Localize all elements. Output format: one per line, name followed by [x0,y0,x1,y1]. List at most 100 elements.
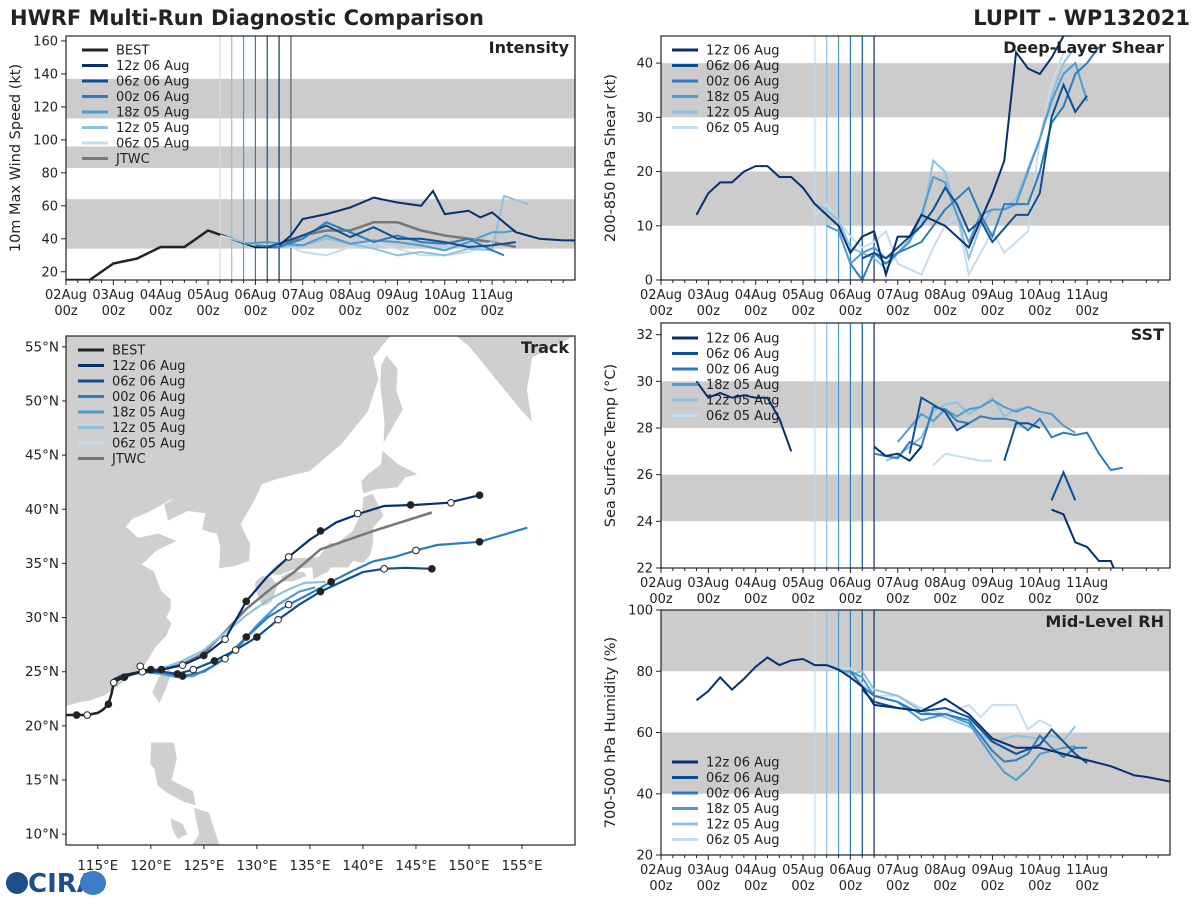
shear-xtick-date: 08Aug [924,288,966,303]
shear-xtick-date: 11Aug [1066,288,1108,303]
track-position-marker [253,633,261,641]
sst-xtick-hour: 00z [886,592,910,607]
intensity-xtick-hour: 00z [386,304,410,319]
rh-legend-label: 06z 05 Aug [706,833,780,848]
rh-xtick-date: 03Aug [687,863,729,878]
sst-xtick-date: 10Aug [1019,576,1061,591]
intensity-legend-label: 06z 05 Aug [116,137,190,152]
track-position-marker [475,537,484,546]
intensity-legend-label: BEST [116,44,149,59]
best-position-marker [83,711,92,719]
cira-logo: CIRA [6,869,106,899]
intensity-series-line [243,229,516,252]
track-plot-area [66,336,575,845]
sst-xtick-date: 06Aug [829,576,871,591]
intensity-jtwc-line [278,221,517,249]
intensity-xtick-date: 05Aug [187,288,229,303]
shear-xtick-hour: 00z [839,304,863,319]
shear-series-line [814,51,1065,278]
track-legend-label: 00z 06 Aug [112,390,186,405]
intensity-xtick-hour: 00z [244,304,268,319]
intensity-band [66,146,575,168]
track-position-marker [353,509,362,518]
shear-ytick-label: 40 [636,57,653,72]
shear-ytick-label: 20 [636,165,653,180]
sst-legend-label: 06z 05 Aug [706,409,780,424]
rh-xtick-hour: 00z [886,879,910,894]
track-position-marker [178,661,187,670]
taiwan-island [151,667,173,706]
rh-xtick-hour: 00z [1028,879,1052,894]
shikoku-island [279,570,308,583]
intensity-ytick-label: 120 [33,100,58,115]
sst-xtick-date: 04Aug [735,576,777,591]
rh-xtick-hour: 00z [933,879,957,894]
hokkaido-island [360,448,422,495]
intensity-ytick-label: 100 [33,133,58,148]
intensity-ylabel: 10m Max Wind Speed (kt) [8,64,24,252]
shear-xtick-date: 03Aug [687,288,729,303]
track-position-marker [412,546,420,555]
intensity-xtick-date: 10Aug [424,288,466,303]
shear-ylabel: 200-850 hPa Shear (kt) [603,74,619,242]
track-legend-label: 12z 06 Aug [112,359,186,374]
sst-series-line [1050,469,1077,501]
intensity-xtick-date: 02Aug [45,288,87,303]
sst-xtick-hour: 00z [839,592,863,607]
rh-xtick-hour: 00z [649,879,673,894]
rh-ytick-label: 20 [636,849,653,864]
logo-globe-icon [6,872,28,894]
rh-legend-label: 00z 06 Aug [706,787,780,802]
intensity-legend-label: 06z 06 Aug [116,75,190,90]
track-ytick-label: 45°N [25,448,59,464]
sst-xtick-date: 08Aug [924,576,966,591]
sst-xtick-date: 02Aug [640,576,682,591]
rh-xtick-date: 09Aug [971,863,1013,878]
intensity-plot-area [66,36,575,280]
sst-xtick-date: 07Aug [877,576,919,591]
track-position-marker [200,651,208,660]
luzon-island [149,741,197,807]
intensity-legend-label: 12z 06 Aug [116,59,190,74]
sst-series-line [1003,422,1041,462]
sst-ytick-label: 32 [636,328,653,343]
sst-xtick-hour: 00z [649,592,673,607]
track-title: Track [521,338,569,357]
best-position-marker [109,678,118,687]
intensity-ytick-label: 140 [33,67,58,82]
track-position-marker [178,672,187,680]
shear-legend-label: 12z 05 Aug [706,106,780,121]
track-position-marker [475,491,484,499]
best-position-marker [104,700,113,709]
shear-band [661,171,1170,226]
sst-xtick-date: 05Aug [782,576,824,591]
sst-legend-label: 06z 06 Aug [706,347,780,362]
intensity-xtick-hour: 00z [54,304,78,319]
rh-xtick-hour: 00z [744,879,768,894]
shear-xtick-date: 06Aug [829,288,871,303]
rh-xtick-date: 07Aug [877,863,919,878]
intensity-ytick-label: 60 [41,199,58,214]
intensity-series-line [231,194,529,257]
shear-plot-area [695,36,1100,280]
sst-legend-label: 12z 06 Aug [706,332,780,347]
logo-emblem-icon [80,871,106,895]
shear-band [661,63,1170,118]
track-xtick-label: 150°E [448,858,489,874]
track-legend-label: 06z 05 Aug [112,437,186,452]
sst-ytick-label: 28 [636,422,653,437]
rh-xtick-hour: 00z [791,879,815,894]
track-ytick-label: 35°N [25,556,59,572]
shear-title: Deep-Layer Shear [1003,38,1164,57]
storm-id: LUPIT - WP132021 [973,6,1190,30]
intensity-xtick-hour: 00z [480,304,504,319]
track-position-marker [316,527,325,535]
track-legend-label: JTWC [111,452,146,467]
intensity-ytick-label: 160 [33,34,58,49]
sst-title: SST [1131,325,1164,344]
track-xtick-label: 115°E [77,858,118,874]
track-legend-label: BEST [112,344,145,359]
rh-legend-label: 12z 05 Aug [706,818,780,833]
shear-xtick-date: 02Aug [640,288,682,303]
